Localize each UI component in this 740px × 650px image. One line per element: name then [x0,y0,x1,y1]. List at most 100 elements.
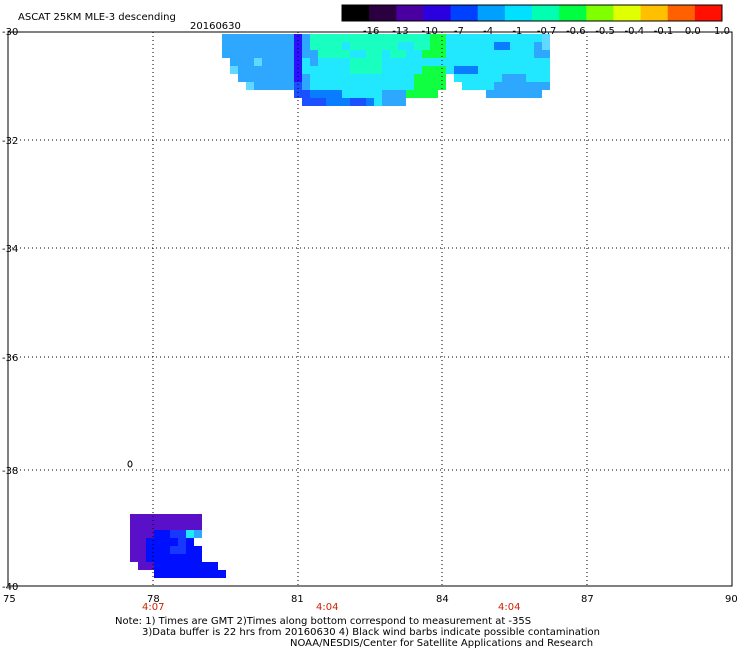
lat-label: -36 [2,353,18,364]
swath-cell [502,74,510,82]
swath-cell [422,66,430,74]
swath-cell [222,50,230,58]
swath-cell [430,74,438,82]
swath-cell [162,514,170,522]
swath-cell [350,98,358,106]
swath-cell [366,50,374,58]
colorbar-swatch [423,5,452,21]
island-outline [127,460,133,468]
swath-cell [154,522,162,530]
swath-cell [454,42,462,50]
swath-cell [414,58,422,66]
swath-cell [438,74,446,82]
swath-cell [398,66,406,74]
swath-cell [186,554,194,562]
swath-cell [350,42,358,50]
swath-cell [406,50,414,58]
swath-cell [246,58,254,66]
swath-cell [382,42,390,50]
swath-cell [302,34,310,42]
swath-cell [390,74,398,82]
swath-cell [486,90,494,98]
swath-cell [326,98,334,106]
swath-cell [210,562,218,570]
swath-cell [334,98,342,106]
swath-cell [278,66,286,74]
swath-cell [230,58,238,66]
swath-cell [510,42,518,50]
swath-cell [542,42,550,50]
swath-cell [194,546,202,554]
swath-cell [366,82,374,90]
swath-cell [518,34,526,42]
swath-cell [294,58,302,66]
swath-cell [494,34,502,42]
swath-cell [350,74,358,82]
swath-cell [294,74,302,82]
lat-label: -32 [2,136,18,147]
lon-label: 81 [291,594,304,605]
swath-cell [510,74,518,82]
swath-cell [542,74,550,82]
swath-cell [194,514,202,522]
swath-cell [366,34,374,42]
swath-cell [342,98,350,106]
swath-cell [438,42,446,50]
swath-cell [334,58,342,66]
swath-cell [510,90,518,98]
lon-label: 75 [3,594,16,605]
swath-cell [486,66,494,74]
colorbar-swatch [342,5,370,21]
swath-cell [286,58,294,66]
swath-cell [146,546,154,554]
swath-cell [446,66,454,74]
swath-cell [170,514,178,522]
swath-cell [374,82,382,90]
swath-cell [262,66,270,74]
swath-cell [430,42,438,50]
longitude-labels: 75 78 81 84 87 90 [3,594,738,605]
swath-cell [246,82,254,90]
swath-cell [366,58,374,66]
product-title: ASCAT 25KM MLE-3 descending [18,12,176,23]
swath-cell [374,34,382,42]
swath-cell [358,58,366,66]
swath-cell [414,90,422,98]
swath-cell [326,34,334,42]
swath-cell [470,42,478,50]
swath-cell [222,42,230,50]
swath-cell [146,562,154,570]
swath-cell [478,58,486,66]
swath-cell [238,74,246,82]
swath-cell [138,538,146,546]
swath-cell [162,562,170,570]
swath-cell [446,42,454,50]
swath-cell [478,42,486,50]
swath-cell [178,546,186,554]
swath-cell [358,66,366,74]
swath-cell [318,42,326,50]
swath-cell [302,42,310,50]
swath-cell [350,50,358,58]
swath-cell [178,514,186,522]
swath-cell [382,66,390,74]
swath-cell [146,522,154,530]
swath-cell [254,58,262,66]
swath-cell [398,34,406,42]
swath-cell [318,98,326,106]
swath-cell [130,530,138,538]
swath-cell [342,34,350,42]
swath-cell [186,570,194,578]
swath-cell [382,74,390,82]
swath-cell [262,82,270,90]
swath-cell [154,530,162,538]
swath-cell [294,42,302,50]
swath-cell [502,42,510,50]
swath-cell [170,538,178,546]
swath-cell [246,34,254,42]
swath-cell [146,514,154,522]
swath-cell [162,538,170,546]
swath-cell [318,82,326,90]
swath-cell [334,34,342,42]
swath-cell [342,66,350,74]
